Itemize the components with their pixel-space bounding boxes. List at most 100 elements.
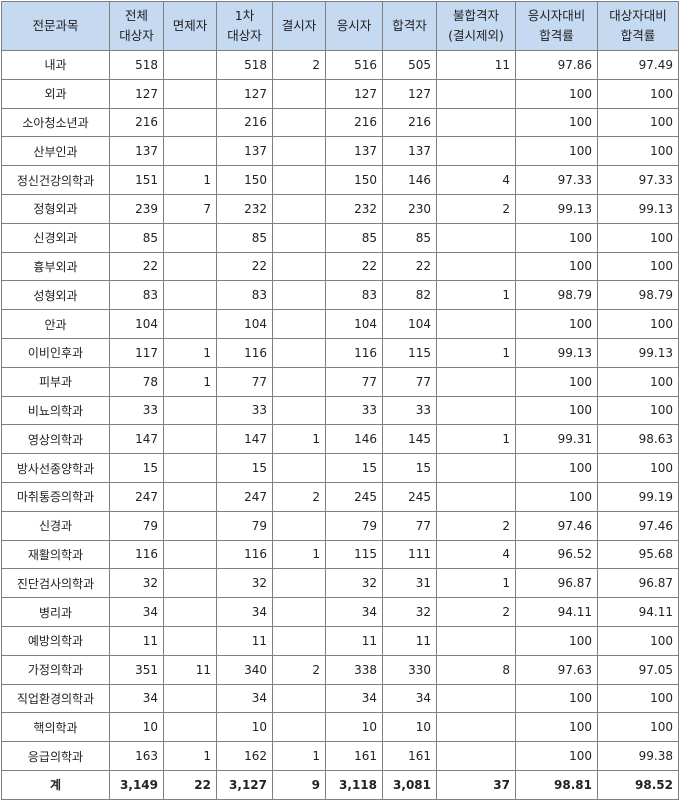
table-cell: 3,127 (216, 769, 273, 800)
table-cell: 104 (382, 309, 437, 339)
table-cell: 11 (436, 50, 516, 80)
table-cell: 100 (515, 251, 598, 282)
specialty-name: 예방의학과 (1, 625, 110, 656)
table-row: 흉부외과 22 22 22 22 100 100 (1, 251, 679, 282)
table-row: 피부과 78 1 77 77 77 100 100 (1, 366, 679, 397)
table-cell: 32 (382, 597, 437, 627)
table-cell: 1 (272, 539, 326, 570)
column-header-line: 대상자 (119, 28, 154, 43)
table-row: 안과 104 104 104 104 100 100 (1, 309, 679, 339)
table-row: 직업환경의학과 34 34 34 34 100 100 (1, 683, 679, 714)
table-cell (163, 222, 217, 253)
table-cell: 96.87 (597, 568, 679, 599)
table-cell (272, 222, 326, 253)
table-cell (436, 683, 516, 714)
table-cell: 77 (382, 366, 437, 397)
table-cell: 216 (109, 107, 164, 138)
table-cell: 1 (163, 366, 217, 397)
total-row: 계 3,149 22 3,127 9 3,118 3,081 37 98.81 98.52 (1, 769, 679, 800)
specialty-name: 성형외과 (1, 280, 110, 311)
table-cell (272, 510, 326, 541)
table-cell: 83 (109, 280, 164, 311)
specialty-name: 외과 (1, 78, 110, 109)
specialty-name: 안과 (1, 309, 110, 339)
specialty-name: 내과 (1, 50, 110, 80)
specialty-name: 비뇨의학과 (1, 395, 110, 426)
table-cell: 100 (597, 78, 679, 109)
table-cell: 505 (382, 50, 437, 80)
table-row: 외과 127 127 127 127 100 100 (1, 78, 679, 109)
table-cell: 97.49 (597, 50, 679, 80)
table-cell: 79 (216, 510, 273, 541)
table-cell (436, 78, 516, 109)
table-cell: 127 (325, 78, 383, 109)
table-cell: 116 (325, 337, 383, 368)
table-cell (163, 510, 217, 541)
table-cell: 98.52 (597, 769, 679, 800)
table-cell: 79 (325, 510, 383, 541)
table-cell: 34 (109, 597, 164, 627)
table-row: 성형외과 83 83 83 82 1 98.79 98.79 (1, 280, 679, 311)
specialty-name: 영상의학과 (1, 424, 110, 455)
column-header: 합격자 (382, 1, 437, 51)
table-cell: 15 (382, 453, 437, 483)
table-cell: 33 (325, 395, 383, 426)
table-cell: 245 (382, 481, 437, 512)
table-row: 비뇨의학과 33 33 33 33 100 100 (1, 395, 679, 426)
table-cell: 32 (109, 568, 164, 599)
specialty-name: 정형외과 (1, 193, 110, 224)
table-cell (272, 337, 326, 368)
table-cell: 94.11 (597, 597, 679, 627)
table-cell: 22 (325, 251, 383, 282)
table-cell: 2 (272, 50, 326, 80)
table-cell (436, 712, 516, 743)
table-cell: 104 (216, 309, 273, 339)
table-cell: 117 (109, 337, 164, 368)
specialty-name: 가정의학과 (1, 654, 110, 685)
table-cell (163, 539, 217, 570)
table-cell: 99.13 (515, 337, 598, 368)
specialty-name: 방사선종양학과 (1, 453, 110, 483)
table-cell (163, 107, 217, 138)
table-cell: 79 (109, 510, 164, 541)
table-cell: 85 (216, 222, 273, 253)
table-cell (272, 309, 326, 339)
column-header-line: 합격률 (620, 28, 656, 43)
table-row: 신경외과 85 85 85 85 100 100 (1, 222, 679, 253)
table-cell: 3,149 (109, 769, 164, 800)
table-cell: 97.33 (597, 165, 679, 195)
table-cell: 34 (325, 597, 383, 627)
table-cell (272, 280, 326, 311)
table-cell: 100 (515, 78, 598, 109)
specialty-name: 진단검사의학과 (1, 568, 110, 599)
table-cell: 98.63 (597, 424, 679, 455)
table-cell: 2 (272, 481, 326, 512)
table-cell (436, 625, 516, 656)
table-cell: 100 (515, 481, 598, 512)
table-cell (163, 481, 217, 512)
table-cell: 3,081 (382, 769, 437, 800)
specialty-name: 응급의학과 (1, 741, 110, 771)
table-cell: 77 (382, 510, 437, 541)
column-header: 1차 대상자 (216, 1, 273, 51)
table-cell: 33 (382, 395, 437, 426)
table-cell: 137 (382, 136, 437, 167)
table-cell: 11 (216, 625, 273, 656)
table-cell: 22 (109, 251, 164, 282)
table-cell (436, 309, 516, 339)
table-row: 응급의학과 163 1 162 1 161 161 100 99.38 (1, 741, 679, 771)
table-cell: 4 (436, 165, 516, 195)
table-cell: 98.79 (515, 280, 598, 311)
table-cell: 163 (109, 741, 164, 771)
table-cell: 216 (325, 107, 383, 138)
table-row: 핵의학과 10 10 10 10 100 100 (1, 712, 679, 743)
table-cell: 97.86 (515, 50, 598, 80)
table-cell: 98.79 (597, 280, 679, 311)
table-cell: 11 (325, 625, 383, 656)
table-row: 이비인후과 117 1 116 116 115 1 99.13 99.13 (1, 337, 679, 368)
column-header-line: 대상자 (227, 28, 262, 43)
table-row: 재활의학과 116 116 1 115 111 4 96.52 95.68 (1, 539, 679, 570)
table-cell: 1 (163, 741, 217, 771)
table-cell: 162 (216, 741, 273, 771)
table-cell (272, 453, 326, 483)
